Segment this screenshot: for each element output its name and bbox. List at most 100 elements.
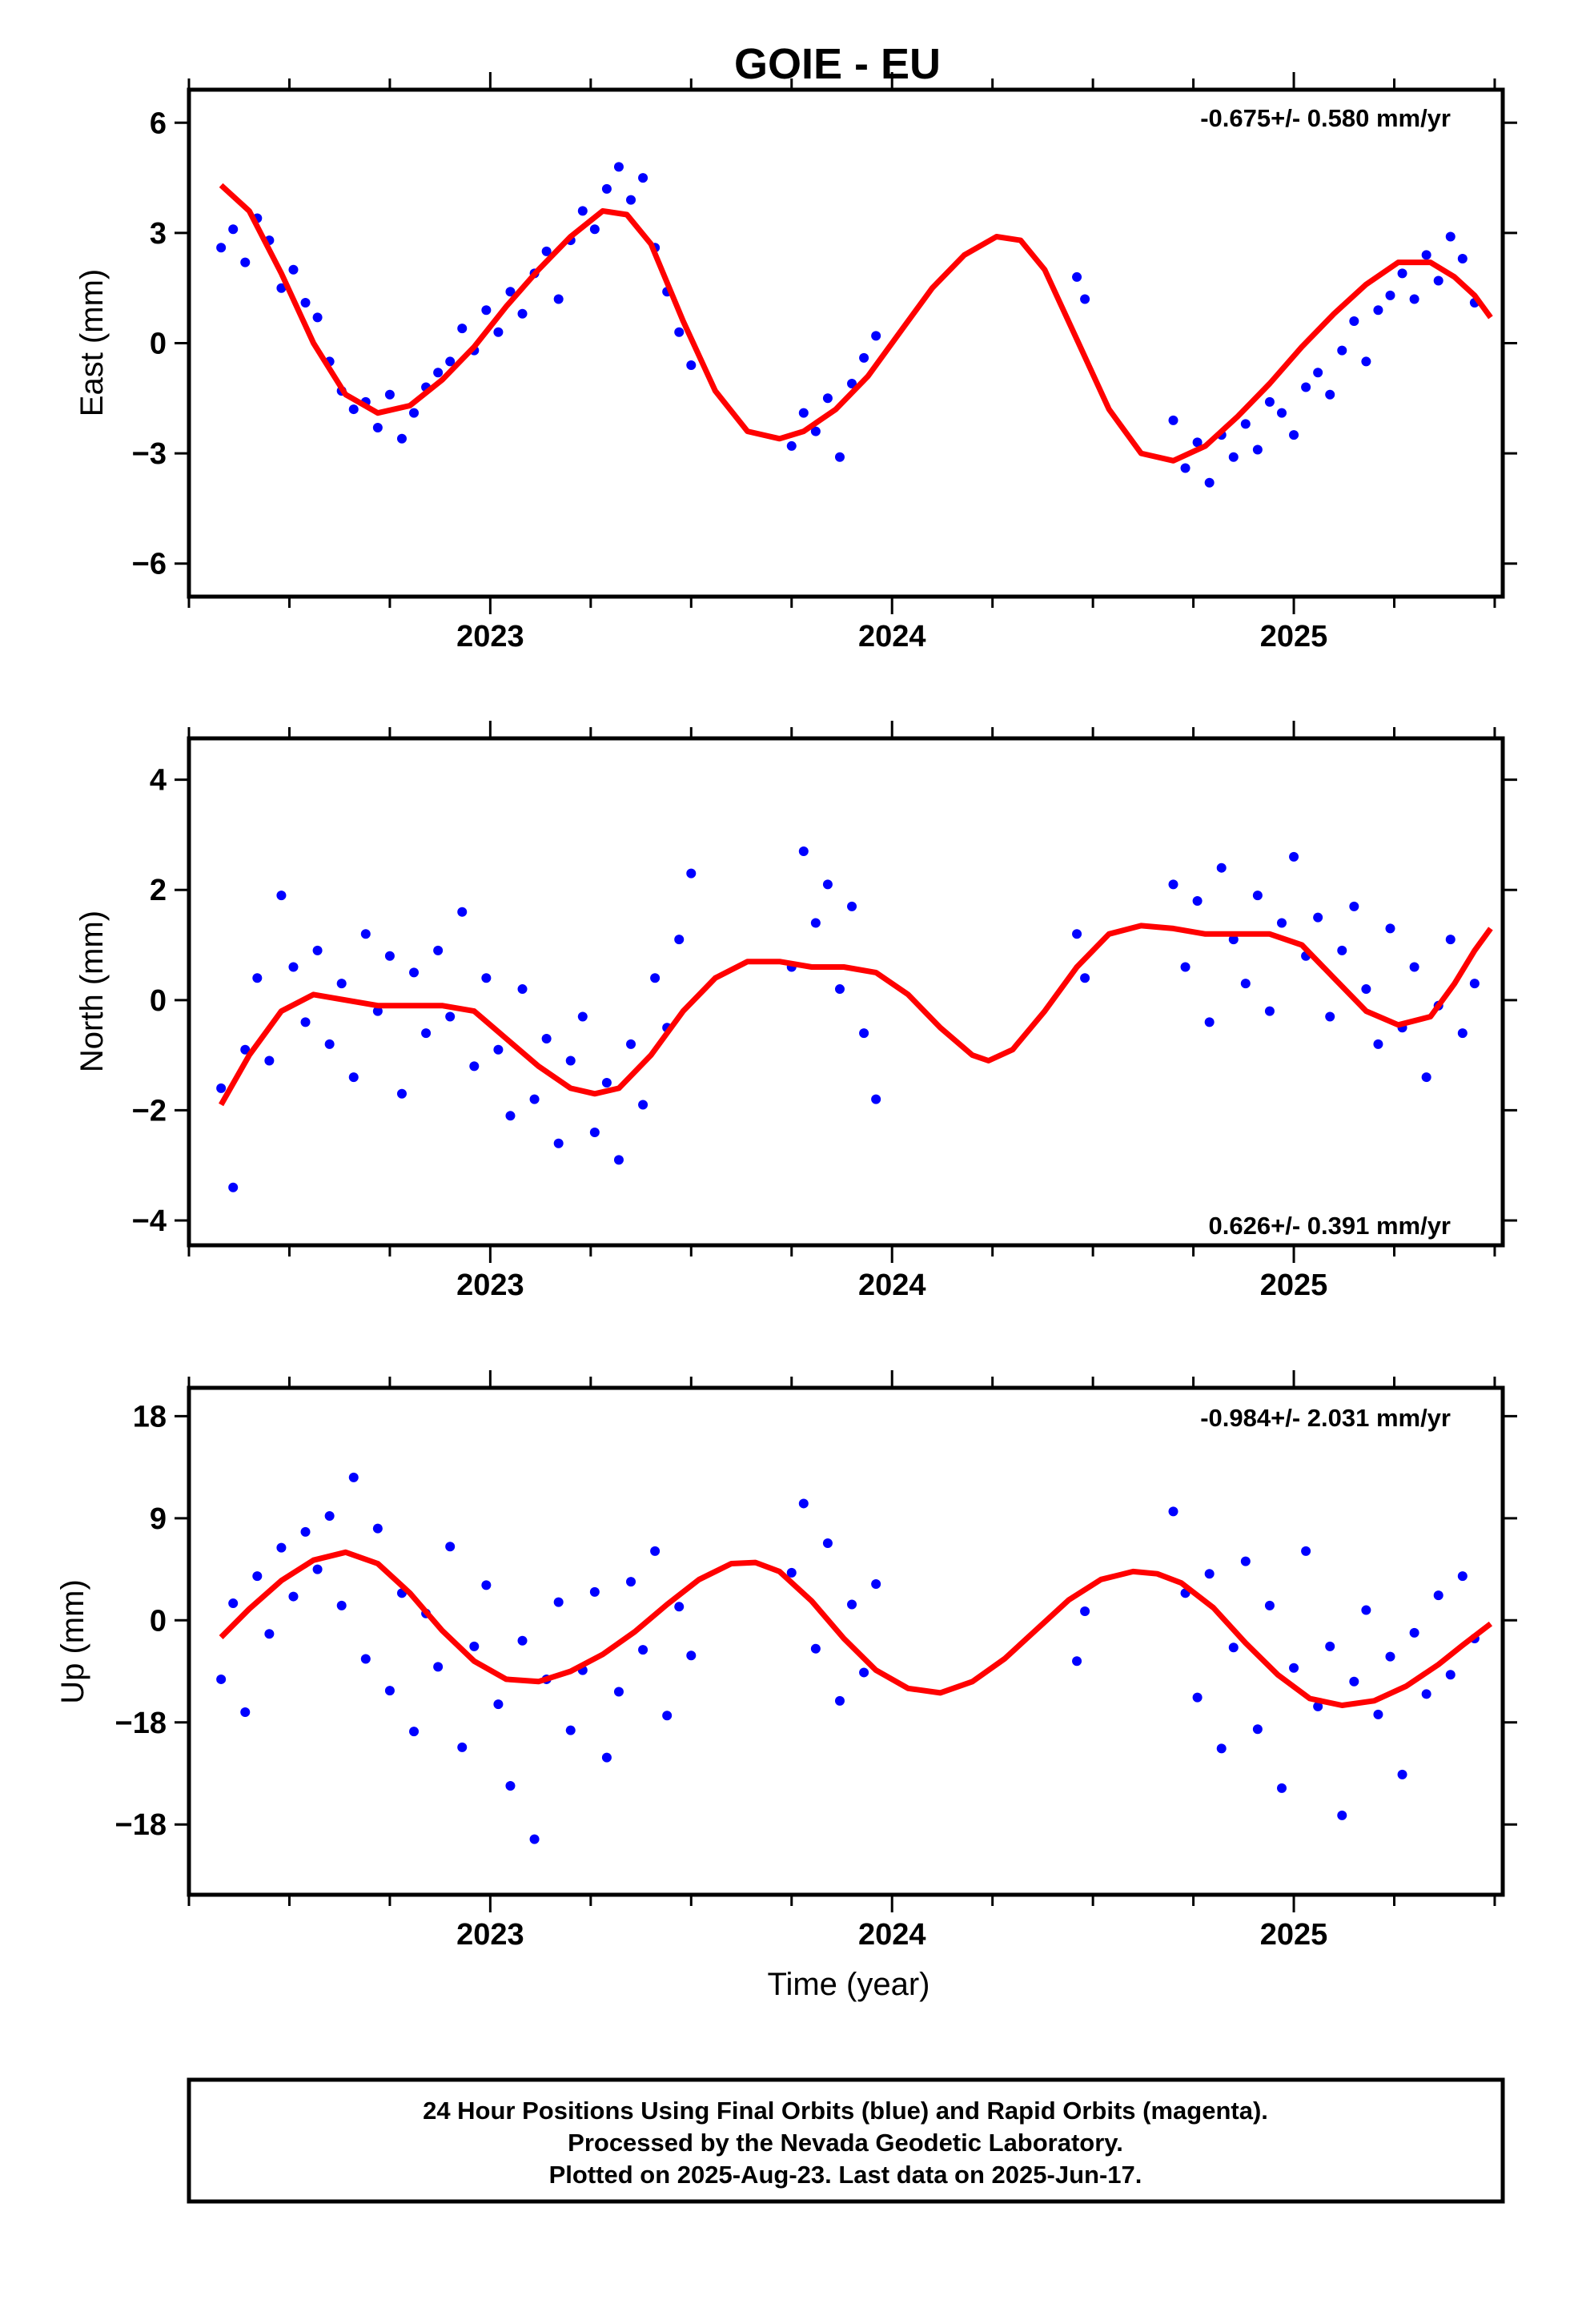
- east-data-point: [457, 324, 468, 334]
- east-data-point: [409, 408, 420, 418]
- east-data-point: [1373, 305, 1383, 316]
- east-data-point: [1421, 250, 1431, 260]
- north-fit-line: [219, 923, 1493, 1107]
- east-data-point: [1180, 463, 1191, 473]
- north-x-tick-label: 2025: [1260, 1269, 1328, 1302]
- up-data-point: [1168, 1506, 1178, 1517]
- north-data-point: [228, 1182, 239, 1192]
- up-data-point: [553, 1597, 564, 1607]
- north-data-point: [312, 945, 323, 955]
- north-data-point: [517, 984, 528, 995]
- east-x-tick-label: 2025: [1260, 620, 1328, 653]
- east-data-point: [1361, 356, 1371, 367]
- up-x-tick-label: 2023: [456, 1918, 524, 1952]
- footer-frame: [187, 2077, 1505, 2204]
- up-data-point: [1445, 1670, 1456, 1680]
- north-data-point: [1337, 945, 1347, 955]
- north-data-point: [1457, 1028, 1468, 1039]
- north-data-point: [1264, 1006, 1275, 1016]
- up-data-point: [1337, 1810, 1347, 1820]
- up-data-point: [288, 1591, 299, 1602]
- north-y-tick-label: −4: [132, 1204, 167, 1238]
- east-data-point: [1325, 389, 1335, 400]
- north-data-point: [1228, 935, 1239, 945]
- north-data-point: [577, 1011, 588, 1022]
- footer-line-3: Plotted on 2025-Aug-23. Last data on 202…: [549, 2161, 1142, 2189]
- up-data-point: [1397, 1769, 1407, 1779]
- north-data-point: [1421, 1072, 1431, 1083]
- north-y-tick-label: 4: [150, 764, 167, 798]
- up-data-point: [1385, 1651, 1395, 1662]
- figure-title: GOIE - EU: [734, 40, 941, 88]
- up-y-tick-label: 9: [150, 1502, 167, 1536]
- up-data-point: [1373, 1709, 1383, 1719]
- up-data-point: [348, 1472, 359, 1482]
- up-data-point: [1252, 1724, 1263, 1735]
- north-data-point: [433, 945, 444, 955]
- north-points: [216, 846, 1480, 1192]
- east-data-point: [1433, 275, 1443, 286]
- east-data-point: [396, 433, 407, 444]
- north-data-point: [601, 1078, 612, 1088]
- up-data-point: [1325, 1641, 1335, 1651]
- up-data-point: [1264, 1600, 1275, 1610]
- east-data-point: [1228, 452, 1239, 462]
- north-data-point: [1240, 979, 1251, 989]
- north-data-point: [421, 1028, 432, 1039]
- east-data-point: [1445, 231, 1456, 242]
- east-data-point: [445, 356, 456, 367]
- north-data-point: [264, 1055, 275, 1066]
- east-data-point: [1264, 396, 1275, 407]
- north-panel: 2023 2024 2025 4 2 0 −2 −4 North (mm) 0.626+/- …: [74, 721, 1517, 1302]
- north-data-point: [1289, 851, 1299, 862]
- east-data-point: [1337, 345, 1347, 356]
- north-data-point: [674, 935, 685, 945]
- east-data-point: [312, 312, 323, 323]
- up-data-point: [505, 1781, 516, 1791]
- up-x-tick-label: 2024: [858, 1918, 926, 1952]
- east-data-point: [384, 389, 395, 400]
- east-points: [216, 162, 1480, 488]
- north-data-point: [1349, 901, 1359, 911]
- north-data-point: [1373, 1039, 1383, 1049]
- east-data-point: [288, 264, 299, 275]
- north-data-point: [481, 973, 492, 983]
- east-data-point: [1080, 294, 1090, 304]
- north-data-point: [324, 1039, 335, 1049]
- east-data-point: [871, 331, 881, 341]
- north-data-point: [553, 1138, 564, 1148]
- east-panel: 2023 2024 2025 6 3 0 −3 −6 East (mm) -0.675+/- …: [74, 72, 1517, 653]
- up-panel-frame: [187, 1385, 1505, 1897]
- north-y-tick-label: −2: [132, 1094, 167, 1128]
- north-x-tick-label: 2024: [858, 1269, 926, 1302]
- up-data-point: [252, 1571, 263, 1582]
- north-rate-label: 0.626+/- 0.391 mm/yr: [1209, 1212, 1451, 1240]
- footer-line-2: Processed by the Nevada Geodetic Laborat…: [568, 2129, 1123, 2157]
- north-data-point: [1276, 918, 1287, 928]
- east-data-point: [433, 368, 444, 378]
- east-data-point: [1276, 408, 1287, 418]
- east-y-tick-label: 0: [150, 328, 167, 361]
- east-data-point: [638, 173, 648, 183]
- east-data-point: [686, 360, 697, 371]
- up-data-point: [1457, 1571, 1468, 1582]
- north-data-point: [650, 973, 661, 983]
- up-data-point: [1080, 1606, 1090, 1616]
- north-data-point: [638, 1100, 648, 1110]
- north-data-point: [834, 984, 845, 995]
- up-data-point: [445, 1542, 456, 1552]
- east-data-point: [1289, 430, 1299, 440]
- north-y-tick-label: 0: [150, 984, 167, 1018]
- north-data-point: [1252, 891, 1263, 901]
- east-data-point: [822, 393, 833, 404]
- east-data-point: [834, 452, 845, 462]
- east-data-point: [1397, 268, 1407, 279]
- north-data-point: [336, 979, 347, 989]
- east-data-point: [1240, 419, 1251, 429]
- east-data-point: [1313, 368, 1323, 378]
- north-data-point: [1325, 1011, 1335, 1022]
- up-data-point: [859, 1667, 869, 1678]
- east-data-point: [1301, 382, 1311, 392]
- up-data-point: [601, 1752, 612, 1763]
- east-data-point: [1168, 415, 1178, 425]
